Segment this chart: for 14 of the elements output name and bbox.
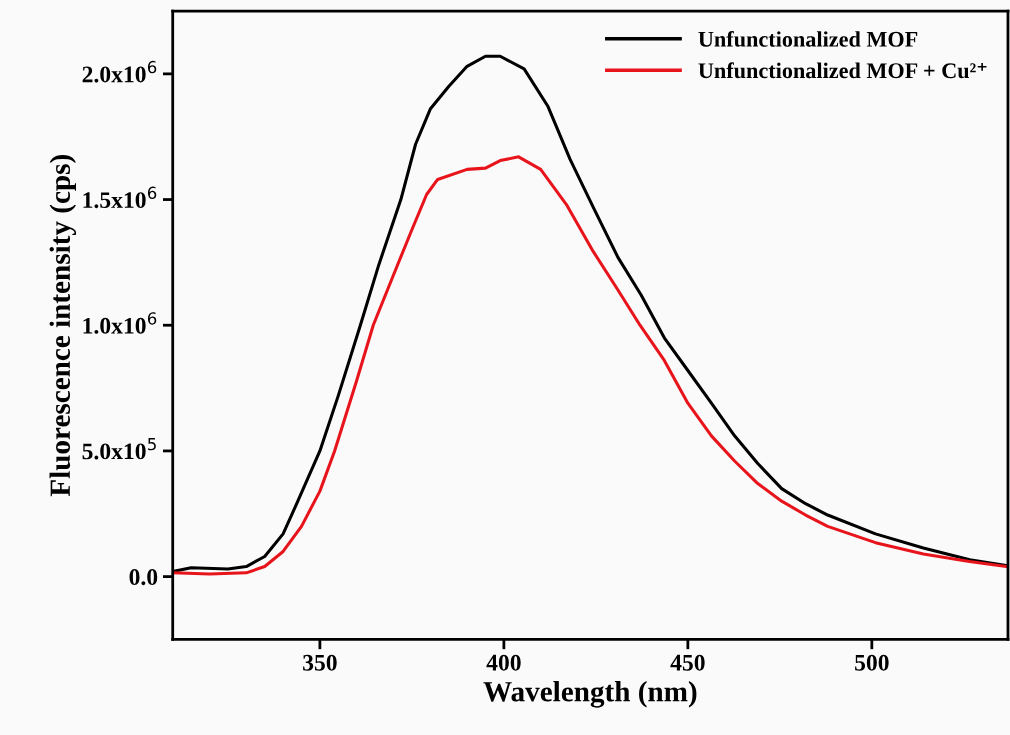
line-series <box>172 155 1008 576</box>
y-tick-label: 1.0x10$^{6}$ <box>83 312 157 334</box>
y-tick-label: 1.5x10$^{6}$ <box>83 186 157 209</box>
x-tick-label: 400 <box>486 654 521 671</box>
x-tick-label: 350 <box>303 654 337 671</box>
x-axis-title: Wavelength (nm) <box>483 681 697 708</box>
y-tick-label: 2.0x10$^{6}$ <box>82 60 157 83</box>
legend-label: Unfunctionalized MOF <box>698 30 918 47</box>
legend-label: Unfunctionalized MOF + Cu²⁺ <box>698 62 987 79</box>
x-tick-label: 500 <box>855 654 889 671</box>
y-axis-title: Fluorescence intensity (cps) <box>49 155 77 497</box>
x-tick-label: 450 <box>670 654 705 671</box>
y-tick-label: 5.0x10$^{5}$ <box>82 438 156 460</box>
y-tick-label: 0.0 <box>129 569 158 586</box>
